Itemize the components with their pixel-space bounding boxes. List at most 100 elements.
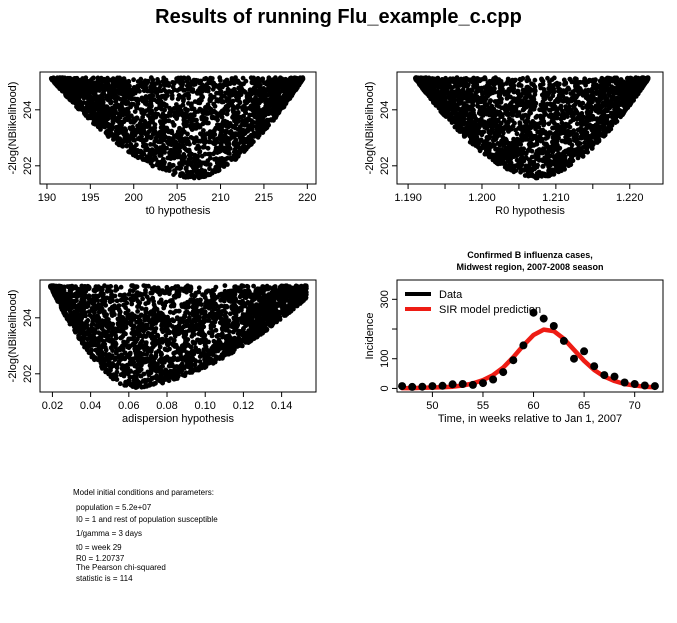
scatter-point (158, 83, 164, 89)
scatter-point (182, 87, 188, 93)
scatter-point (197, 124, 203, 130)
scatter-point (522, 119, 528, 124)
scatter-point (119, 100, 125, 106)
scatter-point (212, 115, 218, 121)
scatter-point (214, 125, 220, 131)
scatter-point (161, 161, 167, 167)
scatter-point (217, 133, 223, 139)
scatter-point (183, 166, 189, 171)
scatter-point (99, 103, 104, 109)
scatter-point (253, 106, 259, 111)
scatter-point (176, 134, 182, 140)
scatter-point (114, 140, 120, 146)
scatter-point (175, 165, 181, 171)
scatter-point (202, 144, 207, 150)
scatter-point (79, 89, 85, 94)
scatter-point (574, 121, 580, 127)
scatter-point (257, 117, 263, 122)
scatter-point (247, 105, 253, 111)
scatter-point (242, 147, 248, 153)
scatter-point (182, 93, 188, 98)
scatter-point (236, 95, 242, 101)
scatter-point (540, 78, 546, 84)
scatter-point (126, 78, 132, 84)
scatter-point (130, 144, 136, 150)
scatter-point (223, 156, 229, 162)
scatter-point (537, 173, 542, 179)
scatter-point (209, 109, 215, 115)
scatter-point (523, 127, 529, 133)
scatter-point (290, 80, 295, 86)
scatter-point (98, 126, 103, 132)
scatter-point (115, 75, 120, 81)
scatter-point (493, 109, 498, 115)
scatter-point (179, 136, 185, 142)
scatter-point (214, 90, 219, 96)
scatter-point (597, 127, 602, 132)
scatter-point (195, 163, 201, 169)
scatter-point (65, 75, 71, 81)
scatter-point (136, 84, 141, 90)
scatter-point (296, 81, 301, 87)
scatter-point (131, 151, 136, 156)
scatter-point (592, 133, 598, 139)
scatter-point (235, 105, 241, 111)
scatter-point (589, 89, 595, 95)
scatter-point (546, 121, 552, 127)
scatter-point (128, 104, 134, 110)
scatter-point (70, 99, 76, 105)
scatter-point (122, 84, 128, 89)
scatter-point (85, 99, 91, 105)
scatter-point (550, 125, 556, 131)
scatter-point (579, 122, 584, 128)
scatter-point (185, 131, 190, 137)
scatter-point (180, 142, 186, 148)
scatter-point (277, 107, 283, 113)
scatter-point (196, 138, 202, 144)
scatter-point (522, 173, 528, 178)
scatter-point (168, 164, 174, 169)
scatter-point (478, 112, 484, 117)
scatter-point (275, 110, 281, 116)
scatter-point (75, 81, 81, 86)
scatter-point (207, 98, 213, 103)
scatter-point (194, 117, 199, 123)
scatter-point (191, 113, 197, 118)
y-tick-label: 204 (379, 101, 391, 119)
scatter-point (139, 155, 145, 161)
scatter-point (167, 105, 173, 111)
scatter-point (96, 95, 101, 101)
scatter-point (199, 93, 205, 99)
scatter-point (576, 99, 582, 105)
scatter-point (127, 114, 133, 120)
scatter-point (462, 110, 468, 116)
scatter-point (179, 154, 185, 160)
scatter-point (214, 160, 220, 166)
scatter-point (85, 104, 90, 110)
scatter-point (224, 145, 230, 151)
scatter-point (220, 109, 226, 114)
scatter-point (175, 79, 181, 84)
scatter-point (265, 88, 270, 93)
scatter-point (142, 124, 148, 130)
x-tick-label: 195 (81, 192, 99, 204)
scatter-point (220, 119, 226, 125)
scatter-point (120, 77, 125, 83)
scatter-point (515, 149, 521, 155)
scatter-point (138, 79, 144, 85)
x-tick-label: 1.190 (394, 192, 422, 204)
scatter-point (243, 128, 249, 134)
scatter-point (260, 90, 266, 96)
scatter-point (266, 102, 271, 108)
scatter-point (169, 148, 174, 154)
scatter-point (265, 122, 271, 128)
scatter-point (239, 122, 245, 128)
scatter-point (79, 107, 85, 112)
scatter-point (204, 82, 210, 87)
scatter-point (489, 90, 495, 96)
scatter-point (225, 96, 231, 102)
scatter-point (525, 84, 530, 90)
scatter-point (111, 112, 117, 118)
scatter-point (86, 113, 92, 119)
